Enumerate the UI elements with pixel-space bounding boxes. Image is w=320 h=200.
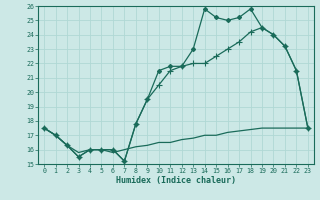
- X-axis label: Humidex (Indice chaleur): Humidex (Indice chaleur): [116, 176, 236, 185]
